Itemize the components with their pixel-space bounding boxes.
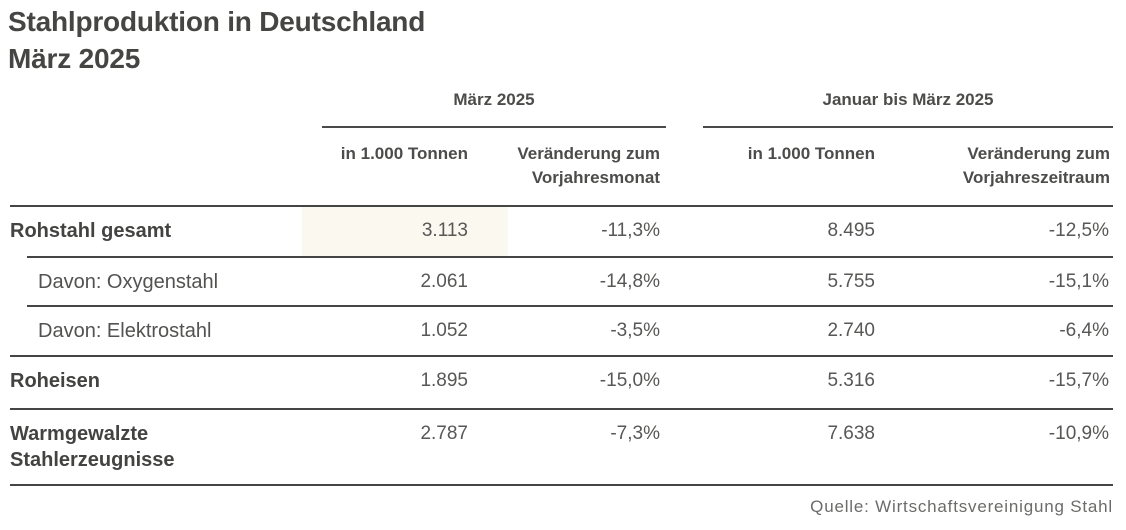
value-cell: 1.052 <box>420 320 468 341</box>
table-row: Roheisen 1.895 -15,0% 5.316 -15,7% <box>10 357 1113 408</box>
value-cell: 2.061 <box>420 271 468 292</box>
value-cell: 3.113 <box>421 220 468 241</box>
row-divider-full <box>10 355 1113 357</box>
column-group-rule-left <box>322 126 666 128</box>
row-divider-full <box>10 408 1113 410</box>
column-header-line: Veränderung zum <box>517 144 660 163</box>
column-header-change-vorjahreszeitraum: Veränderung zum Vorjahreszeitraum <box>875 142 1110 190</box>
page-title-line1: Stahlproduktion in Deutschland <box>8 6 426 37</box>
table-row: Rohstahl gesamt 3.113 -11,3% 8.495 -12,5% <box>10 207 1113 256</box>
column-group-rule-right <box>703 126 1113 128</box>
value-cell: -10,9% <box>1048 423 1109 444</box>
table-row: Warmgewalzte Stahlerzeugnisse 2.787 -7,3% 7… <box>10 410 1113 484</box>
row-divider-full <box>10 205 1113 207</box>
value-cell: 5.316 <box>827 370 875 391</box>
row-label: Davon: Oxygenstahl <box>38 271 219 293</box>
table-body: Rohstahl gesamt 3.113 -11,3% 8.495 -12,5% Dav… <box>10 205 1113 486</box>
value-cell: -15,7% <box>1048 370 1109 391</box>
value-cell: -14,8% <box>599 271 660 292</box>
value-cell: -15,0% <box>599 370 660 391</box>
value-cell: -7,3% <box>610 423 660 444</box>
row-divider-full <box>10 484 1113 486</box>
column-header-line: Vorjahreszeitraum <box>962 168 1110 187</box>
value-cell: 8.495 <box>827 220 875 241</box>
column-header-tonnes-jan-maerz: in 1.000 Tonnen <box>747 144 875 163</box>
column-group-label-januar-bis-maerz: Januar bis März 2025 <box>822 90 994 109</box>
source-attribution: Quelle: Wirtschaftsvereinigung Stahl <box>810 497 1113 516</box>
value-cell: -12,5% <box>1048 220 1109 241</box>
value-cell: 7.638 <box>827 423 875 444</box>
column-header-line: Veränderung zum <box>967 144 1110 163</box>
value-cell: -11,3% <box>601 220 660 241</box>
highlight-cell-background <box>302 207 508 256</box>
value-cell: 1.895 <box>420 370 468 391</box>
row-label: Roheisen <box>10 370 101 392</box>
value-cell: 2.740 <box>827 320 875 341</box>
row-divider-indented <box>27 256 1113 258</box>
row-label: Davon: Elektrostahl <box>38 320 212 342</box>
column-header-change-vorjahresmonat: Veränderung zum Vorjahresmonat <box>468 142 660 190</box>
column-header-tonnes-maerz: in 1.000 Tonnen <box>340 144 468 163</box>
column-group-label-maerz: März 2025 <box>453 90 535 109</box>
page-title: Stahlproduktion in Deutschland März 2025 <box>8 3 425 77</box>
row-label: Warmgewalzte Stahlerzeugnisse <box>10 423 175 471</box>
value-cell: 2.787 <box>420 423 468 444</box>
value-cell: -3,5% <box>610 320 660 341</box>
column-header-line: Vorjahresmonat <box>531 168 660 187</box>
table-row: Davon: Oxygenstahl 2.061 -14,8% 5.755 -15,1% <box>10 258 1113 305</box>
table-row: Davon: Elektrostahl 1.052 -3,5% 2.740 -6,4% <box>10 307 1113 355</box>
row-divider-indented <box>27 305 1113 307</box>
row-label: Rohstahl gesamt <box>10 220 172 242</box>
page-title-line2: März 2025 <box>8 43 141 74</box>
value-cell: -6,4% <box>1059 320 1109 341</box>
value-cell: 5.755 <box>827 271 875 292</box>
value-cell: -15,1% <box>1048 271 1109 292</box>
